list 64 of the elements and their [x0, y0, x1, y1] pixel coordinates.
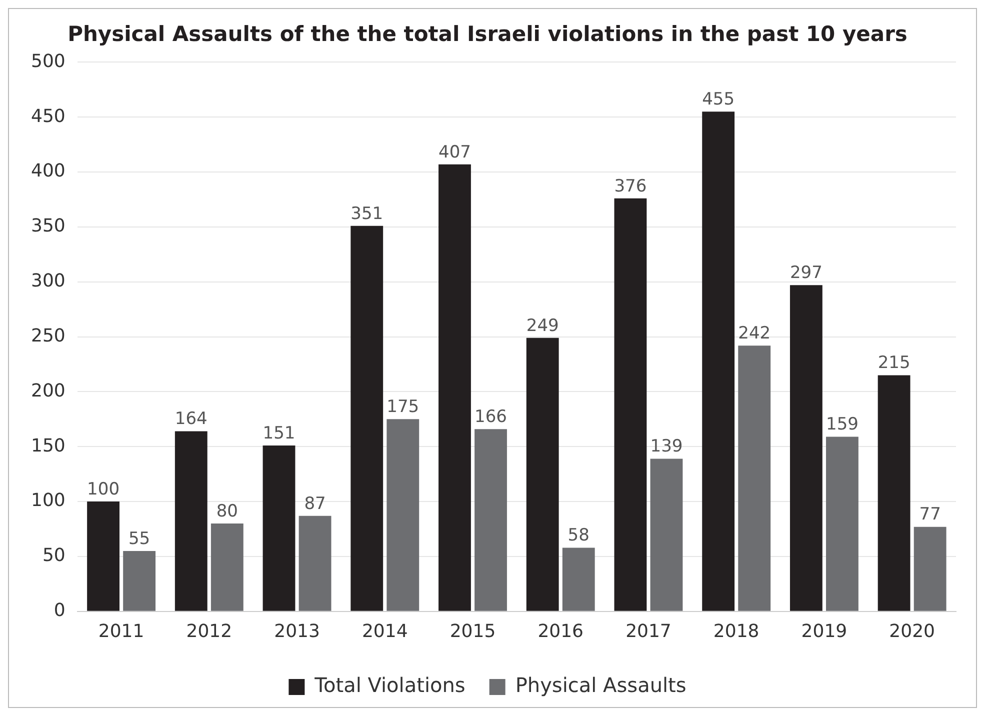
x-tick-label: 2019 [801, 620, 848, 642]
data-label: 77 [919, 504, 941, 525]
bar [298, 516, 332, 611]
bar [702, 112, 735, 611]
bar [562, 548, 595, 611]
legend-label: Physical Assaults [515, 673, 686, 698]
data-label: 242 [738, 324, 771, 344]
bar [262, 446, 296, 611]
y-tick-label: 200 [30, 380, 66, 402]
data-label: 80 [216, 501, 238, 522]
bar [174, 431, 208, 611]
bar [826, 436, 858, 611]
x-tick-label: 2014 [362, 620, 408, 642]
data-label: 139 [650, 436, 683, 457]
data-label: 159 [826, 414, 858, 435]
data-label: 407 [438, 142, 471, 162]
data-label: 175 [386, 397, 420, 418]
bar [438, 164, 471, 611]
x-tick-label: 2018 [713, 620, 760, 642]
x-tick-label: 2017 [626, 620, 672, 642]
y-tick-label: 350 [30, 216, 66, 237]
x-tick-label: 2015 [450, 620, 496, 642]
y-tick-label: 50 [42, 545, 66, 566]
y-tick-label: 500 [30, 50, 66, 72]
bar [614, 198, 647, 611]
x-tick-label: 2011 [98, 620, 144, 642]
x-tick-label: 2020 [889, 620, 935, 642]
bar [474, 429, 507, 611]
bar [87, 502, 120, 611]
x-tick-label: 2013 [274, 620, 320, 642]
bar [526, 338, 559, 611]
data-label: 100 [87, 479, 120, 500]
data-label: 297 [790, 263, 822, 284]
bar [914, 526, 946, 611]
data-label: 351 [350, 204, 384, 224]
bar [210, 524, 244, 611]
x-tick-label: 2012 [186, 620, 232, 642]
x-tick-label: 2016 [538, 620, 584, 642]
y-tick-label: 300 [30, 270, 66, 292]
bar [350, 226, 384, 611]
data-label: 455 [702, 90, 735, 110]
data-label: 87 [304, 494, 326, 514]
bar [878, 375, 910, 611]
bar [790, 285, 822, 611]
y-tick-label: 0 [54, 600, 66, 622]
data-label: 55 [128, 528, 150, 549]
data-label: 215 [878, 353, 910, 374]
bar [386, 419, 420, 611]
legend-label: Total Violations [314, 673, 466, 698]
data-label: 376 [614, 176, 647, 196]
bar [650, 458, 683, 611]
data-label: 166 [474, 406, 507, 427]
data-label: 58 [568, 526, 590, 546]
y-tick-label: 400 [30, 160, 66, 182]
bar [738, 346, 771, 611]
data-label: 164 [174, 409, 208, 430]
y-tick-label: 150 [30, 435, 66, 456]
y-tick-label: 100 [30, 490, 66, 512]
y-tick-label: 250 [30, 325, 66, 346]
bar [123, 550, 156, 611]
y-tick-label: 450 [30, 106, 66, 127]
chart-title: Physical Assaults of the the total Israeli violations in the past 10 years [68, 22, 908, 46]
data-label: 151 [262, 423, 296, 444]
data-label: 249 [526, 316, 559, 336]
